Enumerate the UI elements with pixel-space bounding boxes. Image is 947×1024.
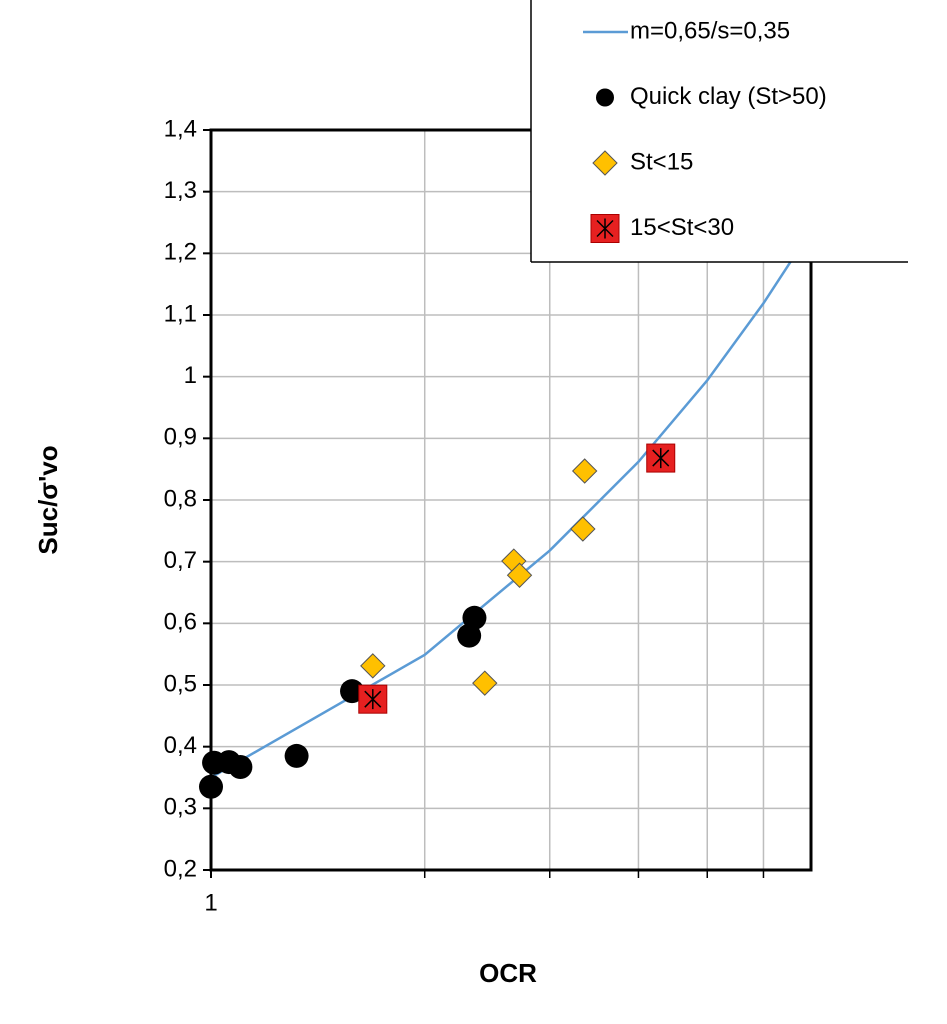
point bbox=[462, 605, 487, 630]
marker-star bbox=[596, 218, 614, 239]
point bbox=[570, 516, 596, 542]
y-tick-label: 0,3 bbox=[164, 794, 197, 821]
point bbox=[228, 755, 253, 780]
point bbox=[646, 443, 676, 473]
point bbox=[592, 150, 618, 176]
point bbox=[596, 88, 614, 107]
x-tick-label: 1 bbox=[204, 889, 217, 916]
point bbox=[360, 653, 386, 679]
marker-star bbox=[652, 448, 670, 469]
point bbox=[358, 684, 388, 714]
point bbox=[284, 743, 309, 768]
legend-label: 15<St<30 bbox=[630, 214, 734, 241]
point bbox=[472, 670, 498, 696]
legend: m=0,65/s=0,35 Quick clay (St>50) St<15 15<S… bbox=[530, 0, 931, 263]
y-axis-label: Suc/σ'vo bbox=[33, 445, 63, 554]
y-tick-label: 0,6 bbox=[164, 609, 197, 636]
y-tick-label: 1,3 bbox=[164, 177, 197, 204]
y-tick-label: 1,1 bbox=[164, 300, 197, 327]
y-tick-label: 0,4 bbox=[164, 732, 197, 759]
x-axis-label: OCR bbox=[479, 958, 537, 988]
marker-star bbox=[364, 689, 382, 710]
fit-line bbox=[211, 229, 811, 779]
y-tick-label: 0,7 bbox=[164, 547, 197, 574]
y-tick-label: 0,9 bbox=[164, 424, 197, 451]
y-tick-label: 1 bbox=[184, 362, 197, 389]
legend-label: Quick clay (St>50) bbox=[630, 83, 827, 110]
plot-border bbox=[209, 128, 813, 872]
y-tick-label: 0,2 bbox=[164, 855, 197, 882]
y-tick-label: 1,4 bbox=[164, 115, 197, 142]
y-tick-label: 0,8 bbox=[164, 485, 197, 512]
legend-label: m=0,65/s=0,35 bbox=[630, 17, 790, 44]
legend-label: St<15 bbox=[630, 148, 693, 175]
point bbox=[506, 562, 533, 588]
point bbox=[199, 774, 223, 799]
point bbox=[571, 458, 598, 484]
point bbox=[590, 214, 620, 243]
point bbox=[340, 679, 365, 704]
y-tick-label: 1,2 bbox=[164, 239, 197, 266]
y-tick-label: 0,5 bbox=[164, 670, 197, 697]
